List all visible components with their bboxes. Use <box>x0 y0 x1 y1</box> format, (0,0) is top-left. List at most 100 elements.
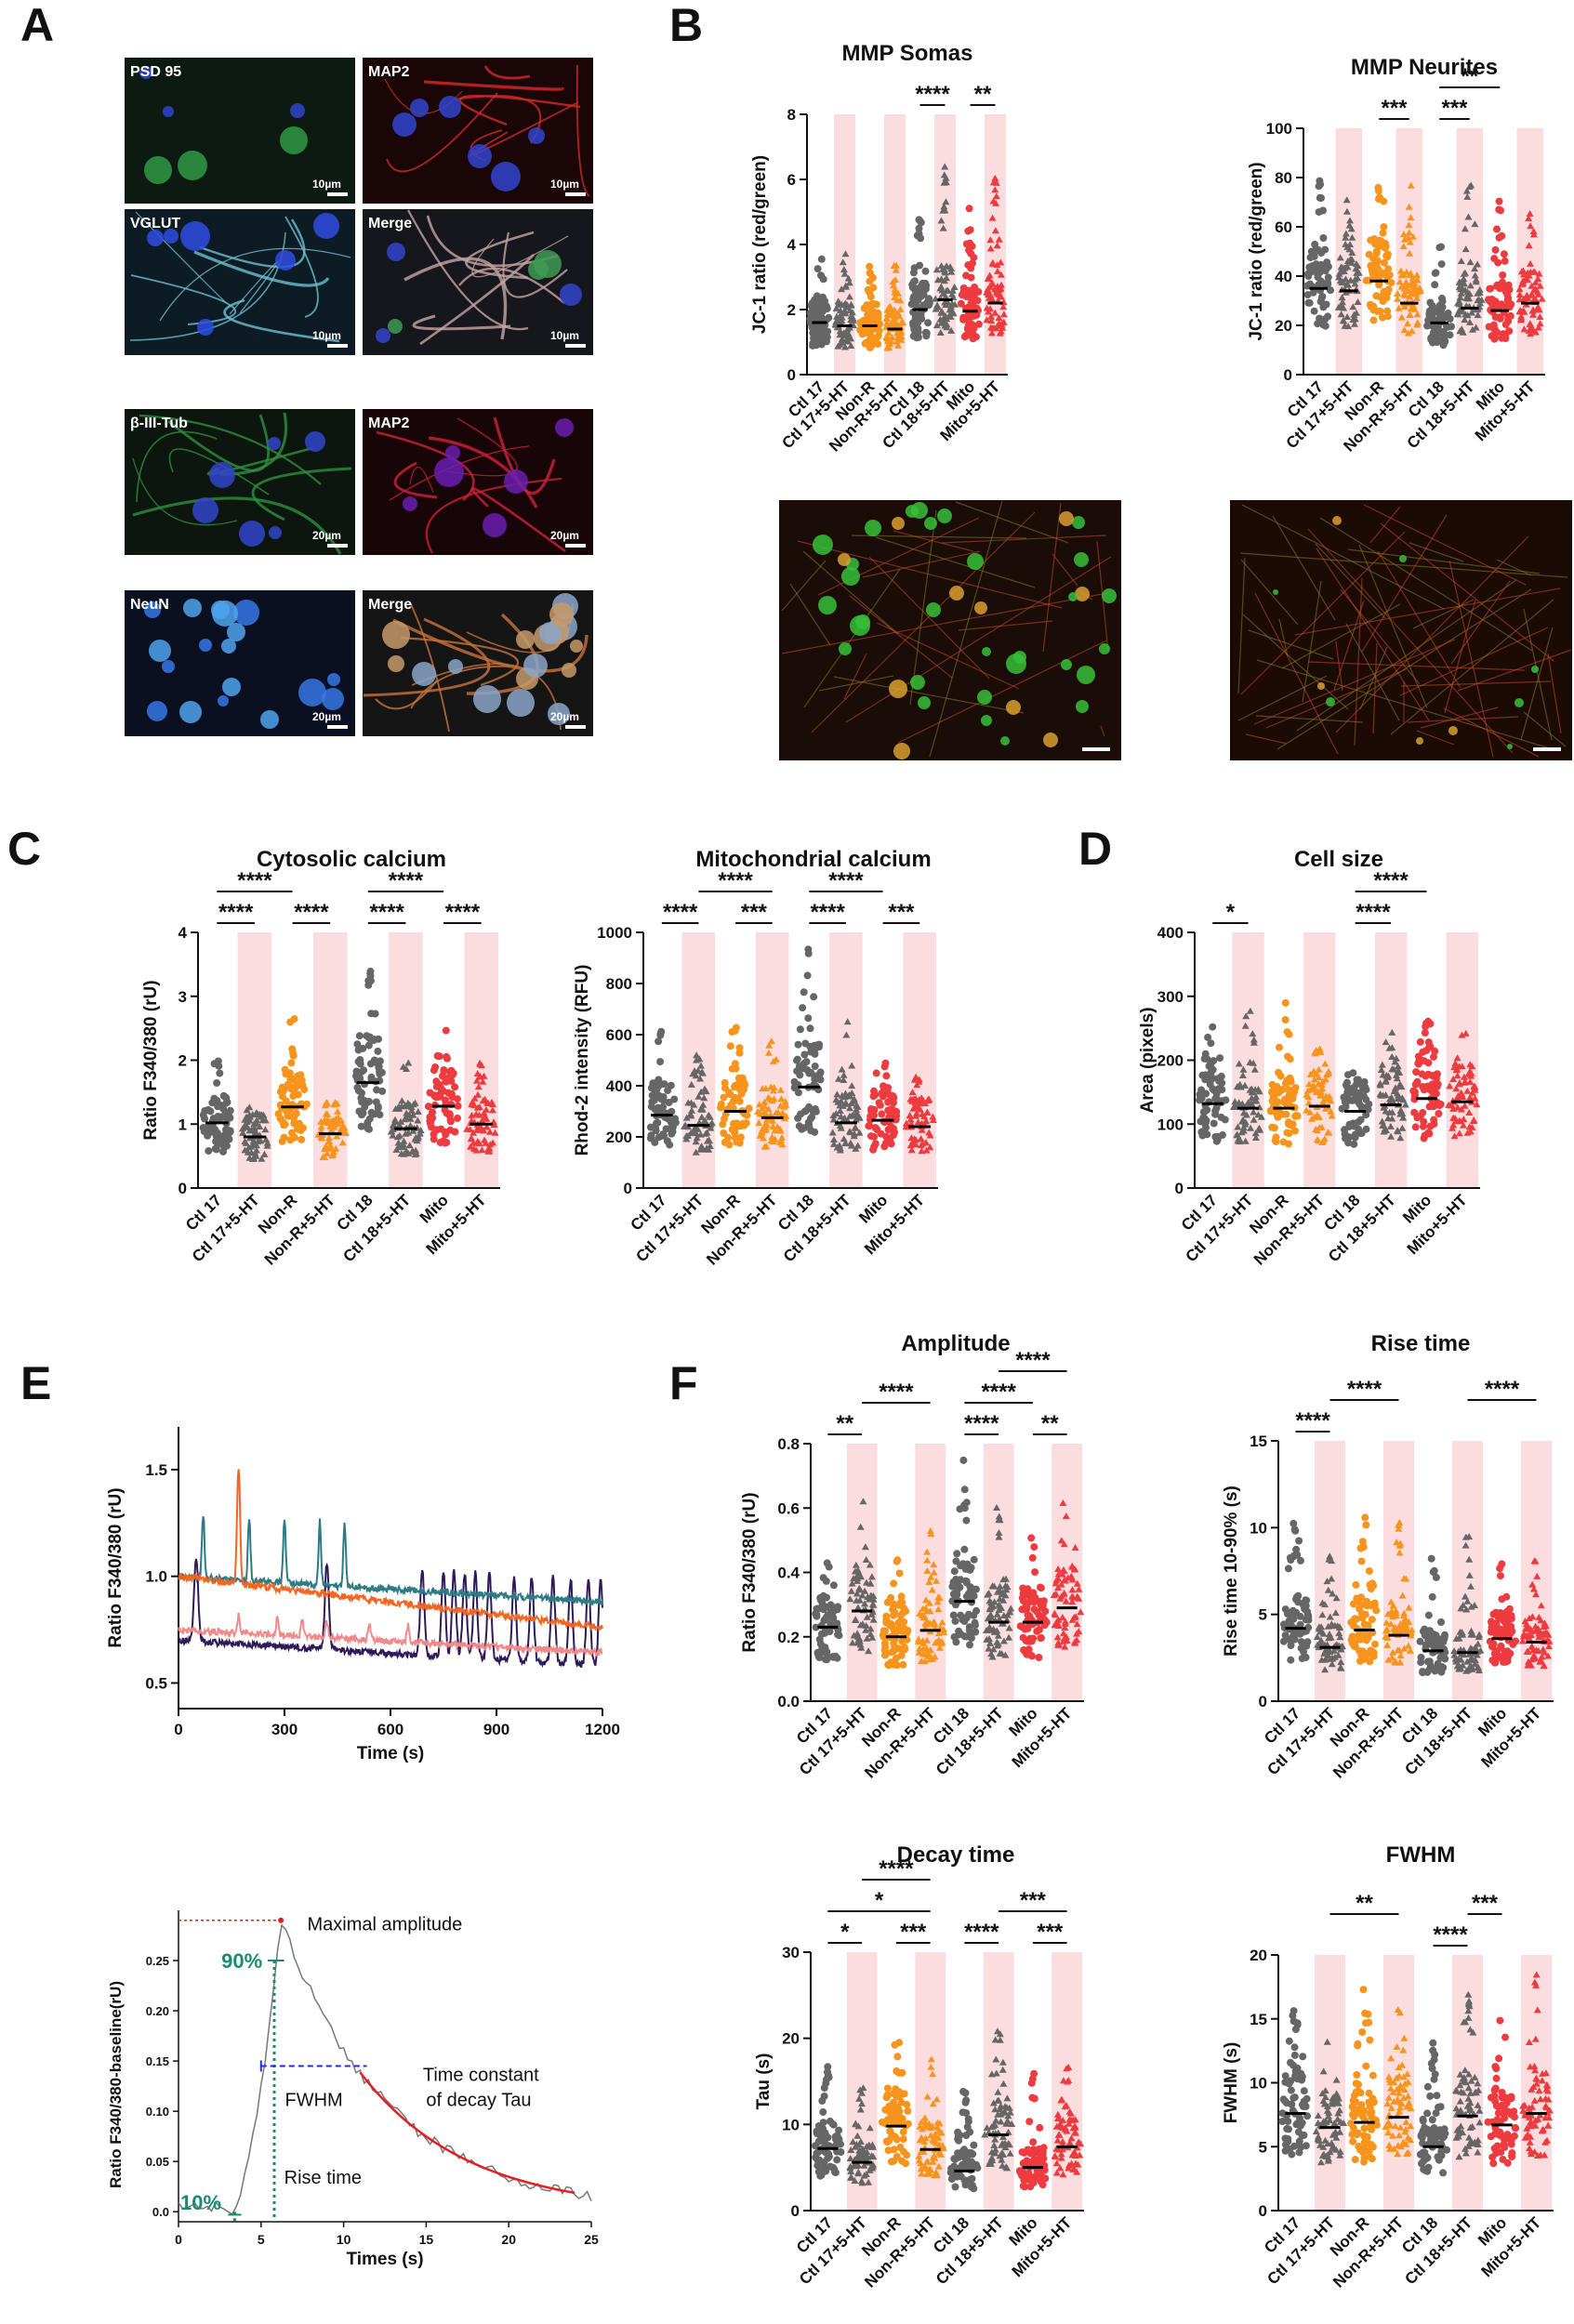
data-point <box>1534 303 1542 310</box>
jc1-cell <box>1077 666 1095 684</box>
data-point <box>1317 249 1326 257</box>
jc1-cell <box>1326 697 1335 706</box>
micrograph-neurite <box>132 496 342 555</box>
jc1-neurite <box>1302 580 1322 703</box>
data-point <box>409 1127 417 1134</box>
data-point <box>970 1591 978 1600</box>
data-point <box>483 1115 491 1122</box>
data-point <box>684 1131 693 1139</box>
data-point <box>951 300 959 308</box>
data-point <box>213 1079 221 1087</box>
panel-label-f: F <box>669 1357 698 1409</box>
data-point <box>1355 1092 1363 1101</box>
micrograph-cell <box>164 229 179 244</box>
data-point <box>887 1092 895 1101</box>
data-point <box>1361 1513 1369 1522</box>
data-point <box>889 1605 897 1614</box>
data-point <box>668 1124 675 1132</box>
data-point <box>654 1077 662 1086</box>
jc1-cell <box>1000 736 1010 746</box>
data-point <box>1327 1107 1335 1115</box>
data-point <box>721 1138 729 1146</box>
data-point <box>1526 321 1534 327</box>
data-point <box>772 1109 780 1116</box>
data-point <box>782 1100 789 1107</box>
data-point <box>1348 1639 1356 1647</box>
data-point <box>1468 309 1475 316</box>
jc1-neurite <box>1333 600 1365 691</box>
data-point <box>1441 1655 1449 1663</box>
data-point <box>995 235 1003 243</box>
micrograph-neurite <box>284 216 319 318</box>
data-point <box>281 1120 289 1129</box>
data-point <box>417 1127 425 1133</box>
data-point <box>1238 1100 1247 1107</box>
data-point <box>883 1087 892 1094</box>
jc1-neurite <box>909 509 937 706</box>
micrograph-neurite <box>409 466 434 494</box>
data-point <box>697 1145 706 1153</box>
data-point <box>478 1146 486 1154</box>
data-point <box>1327 286 1334 295</box>
data-point <box>481 1136 489 1143</box>
data-point <box>1425 1103 1434 1111</box>
data-point <box>776 1086 785 1093</box>
jc1-cell <box>850 615 870 636</box>
data-point <box>693 1134 701 1142</box>
data-point <box>1343 313 1352 320</box>
data-point <box>1213 1135 1222 1143</box>
jc1-neurite <box>1412 599 1475 629</box>
data-point <box>1303 1106 1311 1114</box>
data-point <box>1382 1038 1390 1046</box>
data-point <box>1425 1129 1434 1138</box>
jc1-cell <box>1416 737 1423 745</box>
significance-label: *** <box>888 900 915 925</box>
data-point <box>280 1133 288 1142</box>
significance-label: **** <box>1015 1348 1051 1373</box>
data-point <box>833 1090 841 1098</box>
significance-label: **** <box>1295 1408 1330 1433</box>
data-point <box>887 1658 895 1667</box>
data-point <box>919 1140 927 1147</box>
data-point <box>804 945 813 954</box>
data-point <box>880 1640 889 1647</box>
data-point <box>991 174 999 181</box>
jc1-neurite <box>843 653 867 700</box>
data-point <box>1316 1124 1324 1131</box>
data-point <box>1430 1639 1438 1647</box>
micrograph-neurite <box>159 247 351 322</box>
jc1-neurite <box>1335 640 1343 692</box>
data-point <box>914 1118 922 1126</box>
data-point <box>1528 282 1536 289</box>
data-point <box>413 1137 421 1144</box>
data-point <box>910 264 919 272</box>
data-point <box>395 1103 403 1110</box>
data-point <box>695 1118 704 1126</box>
data-point <box>1340 304 1348 311</box>
data-point <box>997 271 1005 278</box>
data-point <box>1318 1139 1327 1145</box>
data-point <box>822 1577 830 1585</box>
data-point <box>999 310 1008 318</box>
data-point <box>1276 1086 1285 1093</box>
data-point <box>693 1051 701 1059</box>
data-point <box>1030 1605 1038 1614</box>
data-point <box>1526 210 1534 217</box>
micrograph-cell <box>483 513 507 537</box>
data-point <box>769 1087 777 1094</box>
data-point <box>922 1116 931 1124</box>
jc1-neurite <box>868 556 990 680</box>
data-point <box>1413 310 1422 318</box>
data-point <box>1536 320 1544 327</box>
micrograph-cell <box>222 678 241 696</box>
data-point <box>1531 328 1540 336</box>
data-point <box>906 1116 915 1123</box>
data-point <box>1407 181 1415 189</box>
data-point <box>648 1091 656 1100</box>
data-point <box>1344 323 1353 330</box>
data-point <box>214 1103 222 1111</box>
data-point <box>767 1037 775 1045</box>
data-point <box>1292 1595 1300 1604</box>
data-point <box>366 1060 375 1068</box>
data-point <box>282 1070 290 1078</box>
